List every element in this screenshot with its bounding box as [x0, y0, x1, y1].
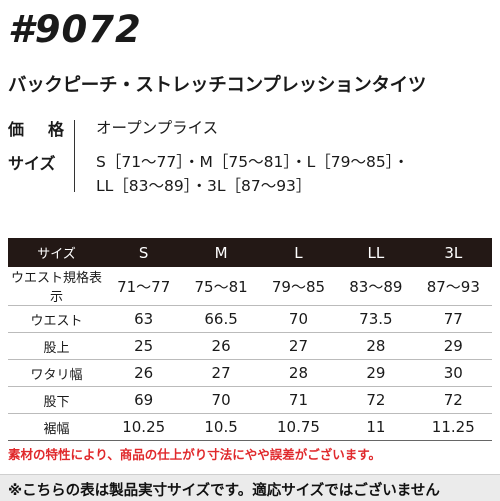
table-header-row: サイズ S M L LL 3L [8, 238, 492, 267]
size-list-line-2: LL［83〜89］・3L［87〜93］ [96, 177, 312, 195]
table-cell: 66.5 [182, 305, 260, 333]
product-info: 価格 オープンプライス サイズ S［71〜77］・M［75〜81］・L［79〜8… [8, 116, 492, 196]
size-header-l: L [259, 238, 338, 267]
table-cell: 83〜89 [337, 267, 415, 306]
table-cell: 27 [182, 359, 260, 387]
table-row: ワタリ幅 26 27 28 29 30 [8, 359, 492, 387]
size-header-3l: 3L [414, 238, 492, 267]
size-list-line-1: S［71〜77］・M［75〜81］・L［79〜85］・ [96, 153, 409, 171]
product-name: バックピーチ・ストレッチコンプレッションタイツ [8, 75, 427, 96]
table-cell: 26 [182, 332, 260, 360]
table-cell: 29 [414, 332, 492, 360]
table-row: ウエスト 63 66.5 70 73.5 77 [8, 305, 492, 333]
table-row: 裾幅 10.25 10.5 10.75 11 11.25 [8, 413, 492, 441]
size-label: サイズ [8, 154, 56, 173]
table-row: 股下 69 70 71 72 72 [8, 386, 492, 414]
table-cell: 75〜81 [182, 267, 260, 306]
table-cell: 71 [259, 386, 338, 414]
table-cell: 27 [259, 332, 338, 360]
row-label: ウエスト [8, 305, 105, 333]
table-cell: 72 [414, 386, 492, 414]
table-cell: 11.25 [414, 413, 492, 441]
table-cell: 10.75 [259, 413, 338, 441]
table-cell: 10.5 [182, 413, 260, 441]
product-code: #9072 [8, 8, 142, 51]
table-cell: 11 [337, 413, 415, 441]
table-cell: 10.25 [105, 413, 183, 441]
table-cell: 73.5 [337, 305, 415, 333]
table-corner-header: サイズ [8, 238, 105, 267]
table-cell: 29 [337, 359, 415, 387]
row-label: ワタリ幅 [8, 359, 105, 387]
row-label: 股上 [8, 332, 105, 360]
row-label: ウエスト規格表示 [8, 267, 105, 306]
table-cell: 28 [337, 332, 415, 360]
table-cell: 26 [105, 359, 183, 387]
row-label: 股下 [8, 386, 105, 414]
material-note: 素材の特性により、商品の仕上がり寸法にやや誤差がございます。 [8, 447, 382, 462]
price-label: 価格 [8, 120, 64, 139]
footer-note: ※こちらの表は製品実寸サイズです。適応サイズではございません [8, 483, 440, 499]
table-row: ウエスト規格表示 71〜77 75〜81 79〜85 83〜89 87〜93 [8, 267, 492, 306]
table-cell: 25 [105, 332, 183, 360]
table-cell: 72 [337, 386, 415, 414]
price-value: オープンプライス [96, 119, 219, 137]
table-cell: 71〜77 [105, 267, 183, 306]
table-row: 股上 25 26 27 28 29 [8, 332, 492, 360]
table-cell: 63 [105, 305, 183, 333]
table-cell: 70 [259, 305, 338, 333]
table-cell: 30 [414, 359, 492, 387]
table-cell: 79〜85 [259, 267, 338, 306]
size-table: サイズ S M L LL 3L ウエスト規格表示 71〜77 75〜81 79〜… [8, 238, 492, 441]
table-cell: 70 [182, 386, 260, 414]
table-cell: 87〜93 [414, 267, 492, 306]
size-header-ll: LL [337, 238, 415, 267]
table-cell: 28 [259, 359, 338, 387]
row-label: 裾幅 [8, 413, 105, 441]
size-header-s: S [105, 238, 183, 267]
size-header-m: M [182, 238, 260, 267]
footer-bar: ※こちらの表は製品実寸サイズです。適応サイズではございません [0, 474, 500, 501]
table-cell: 69 [105, 386, 183, 414]
table-cell: 77 [414, 305, 492, 333]
info-divider [74, 120, 75, 192]
